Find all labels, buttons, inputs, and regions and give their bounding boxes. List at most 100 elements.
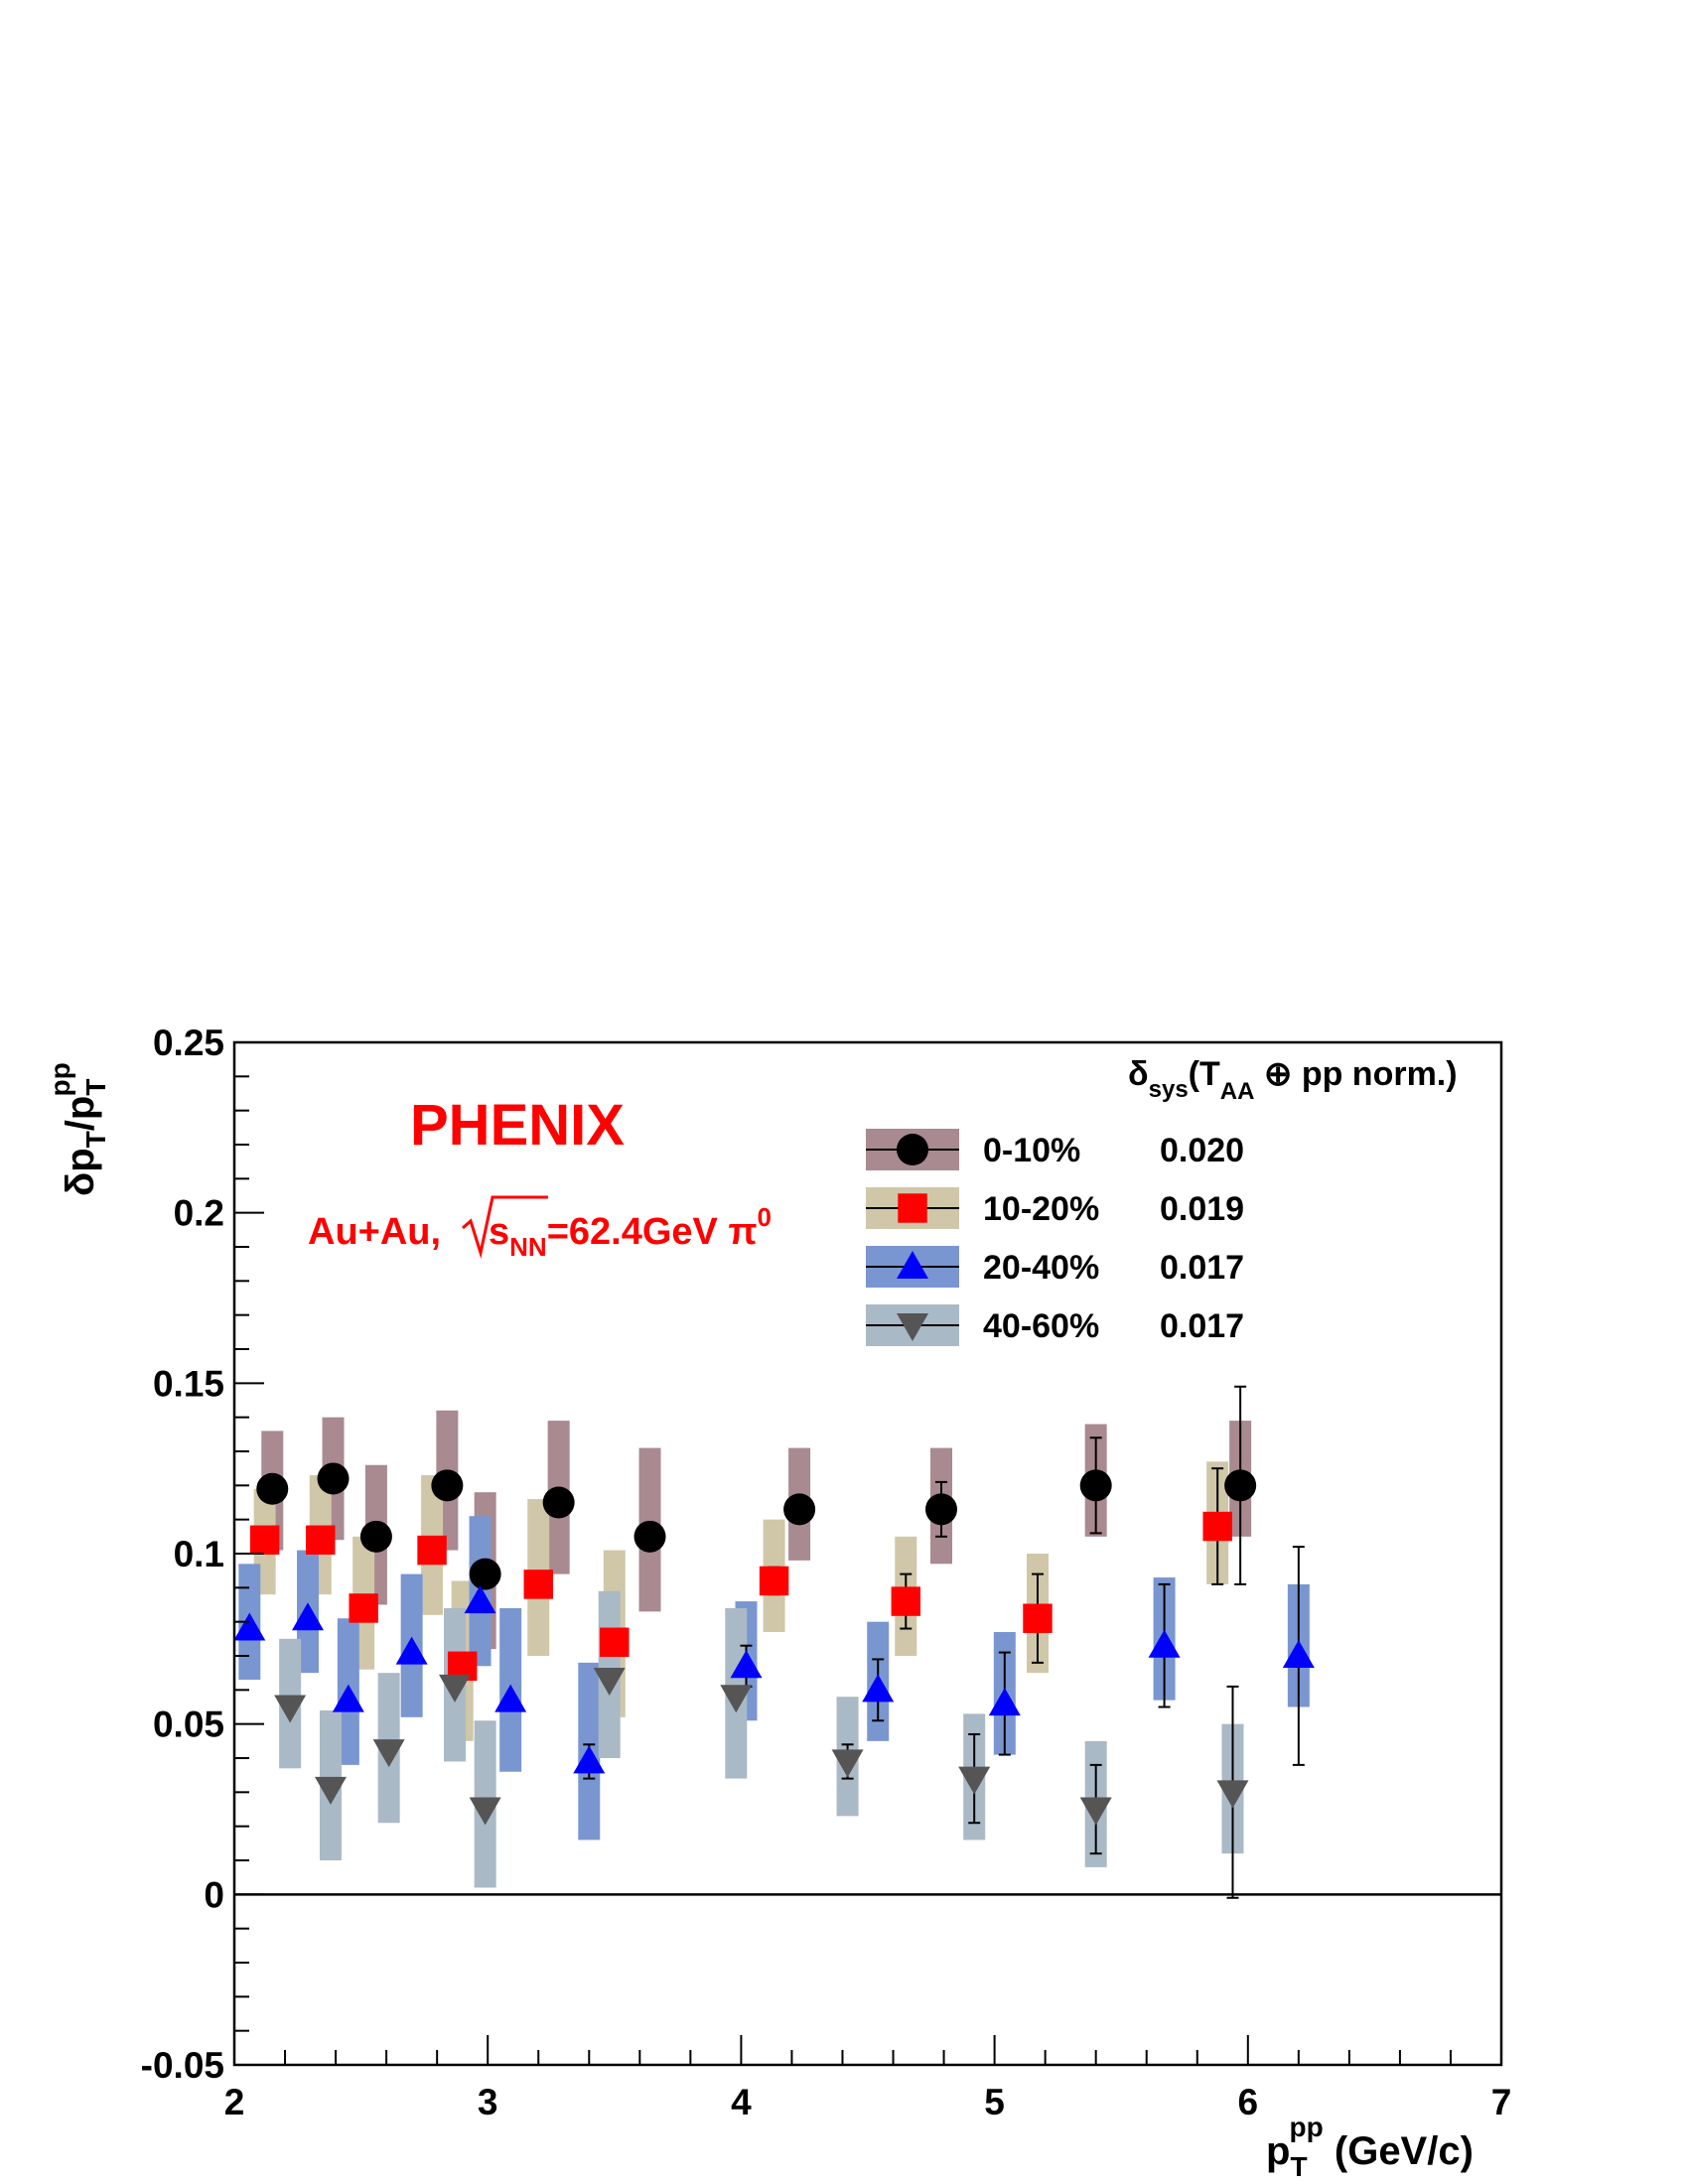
legend-header-oplus: ⊕ [1254,1055,1301,1093]
point-40-60pct [720,1685,753,1713]
y-tick-label: 0.1 [174,1534,224,1574]
legend-marker-10-20pct [898,1193,927,1223]
y-tick-label: 0 [204,1874,224,1915]
point-40-60pct [593,1668,626,1697]
point-20-40pct [494,1684,527,1712]
x-tick-label: 2 [224,2082,245,2122]
point-40-60pct [314,1776,347,1805]
legend-value-20-40pct: 0.017 [1160,1249,1244,1287]
tick-labels: 2 3 4 5 6 7 -0.05 0 0.05 0.1 0.15 0.2 0.25 [141,1023,1512,2122]
point-40-60pct [1079,1797,1112,1826]
point-40-60pct [831,1749,864,1778]
legend-header: δsys(TAA ⊕ pp norm.) [1128,1055,1458,1105]
y-tick-label: 0.25 [153,1023,224,1063]
point-10-20pct [349,1593,378,1623]
x-title-unit: (GeV/c) [1324,2129,1474,2173]
x-title-main: p [1266,2129,1290,2173]
legend: 0-10% 0.020 10-20% 0.019 20-40% 0.017 40-60% 0.… [866,1129,1244,1346]
y-tick-label: 0.05 [153,1705,224,1745]
x-title-sub: T [1290,2151,1307,2182]
point-40-60pct [274,1695,307,1723]
legend-header-delta: δ [1128,1055,1149,1093]
legend-label-40-60pct: 40-60% [983,1307,1099,1345]
point-20-40pct [1148,1629,1181,1658]
y-title-slash: /p [59,1096,102,1132]
point-10-20pct [891,1586,920,1616]
data-markers [233,1462,1315,1826]
legend-value-10-20pct: 0.019 [1160,1190,1244,1228]
system-prefix: Au+Au, [308,1211,441,1253]
point-10-20pct [523,1570,553,1599]
axis-ticks [233,1041,1502,2066]
energy-value: =62.4GeV [547,1211,729,1253]
legend-marker-40-60pct [897,1313,928,1341]
point-10-20pct [759,1566,789,1596]
point-20-40pct [464,1585,496,1614]
point-10-20pct [1023,1603,1053,1633]
experiment-label: PHENIX [410,1093,625,1158]
point-20-40pct [395,1636,428,1665]
particle: π [728,1211,757,1253]
y-tick-label: 0.15 [153,1363,224,1404]
point-10-20pct [249,1525,280,1555]
point-0-10pct [317,1462,350,1495]
x-tick-label: 6 [1238,2082,1259,2122]
legend-value-0-10pct: 0.020 [1160,1132,1244,1169]
legend-label-20-40pct: 20-40% [983,1249,1099,1287]
legend-header-rest: pp norm.) [1302,1055,1458,1093]
point-20-40pct [988,1688,1021,1716]
point-40-60pct [372,1739,405,1768]
point-10-20pct [1202,1511,1232,1542]
x-tick-label: 5 [984,2082,1005,2122]
point-0-10pct [469,1558,501,1590]
y-tick-label: -0.05 [141,2045,224,2086]
legend-header-sub: sys [1149,1076,1189,1103]
particle-sup: 0 [758,1202,772,1232]
x-tick-label: 3 [478,2082,498,2122]
y-axis-title: δpT/pTpp [45,1062,111,1196]
point-0-10pct [542,1486,575,1519]
point-20-40pct [730,1650,763,1679]
point-0-10pct [1079,1469,1112,1502]
point-20-40pct [1282,1640,1315,1668]
point-0-10pct [359,1520,392,1553]
point-0-10pct [431,1469,464,1502]
point-20-40pct [573,1745,606,1774]
legend-label-10-20pct: 10-20% [983,1190,1099,1228]
y-title-sub2: T [80,1079,111,1096]
point-20-40pct [332,1684,364,1712]
y-tick-label: 0.2 [174,1193,224,1234]
x-tick-label: 4 [731,2082,752,2122]
x-title-sup: pp [1290,2112,1324,2142]
x-axis-title: pTpp (GeV/c) [1266,2112,1474,2182]
sqrt-sign [462,1195,548,1259]
legend-label-0-10pct: 0-10% [983,1132,1080,1169]
point-20-40pct [292,1602,325,1631]
y-title-sub1: T [80,1131,111,1148]
legend-marker-0-10pct [897,1134,928,1165]
point-40-60pct [958,1766,991,1795]
point-0-10pct [783,1493,816,1526]
sqrt-s: s [489,1211,509,1253]
point-40-60pct [469,1797,501,1826]
legend-header-open: (T [1189,1055,1220,1093]
system-label: Au+Au, [308,1211,441,1253]
legend-header-sub2: AA [1220,1078,1255,1105]
legend-marker-20-40pct [897,1251,928,1279]
point-0-10pct [1224,1469,1257,1502]
y-title-delta: δ [59,1172,102,1196]
point-20-40pct [862,1674,895,1703]
point-0-10pct [633,1520,666,1553]
point-40-60pct [439,1674,472,1703]
y-title-p1: p [59,1148,102,1171]
point-10-20pct [417,1535,447,1566]
sqrt-sub: NN [509,1232,547,1262]
energy-label: sNN=62.4GeV π0 [489,1202,772,1262]
point-0-10pct [256,1472,289,1505]
point-20-40pct [233,1612,266,1641]
point-10-20pct [306,1525,336,1555]
legend-value-40-60pct: 0.017 [1160,1307,1244,1345]
point-10-20pct [600,1627,630,1657]
